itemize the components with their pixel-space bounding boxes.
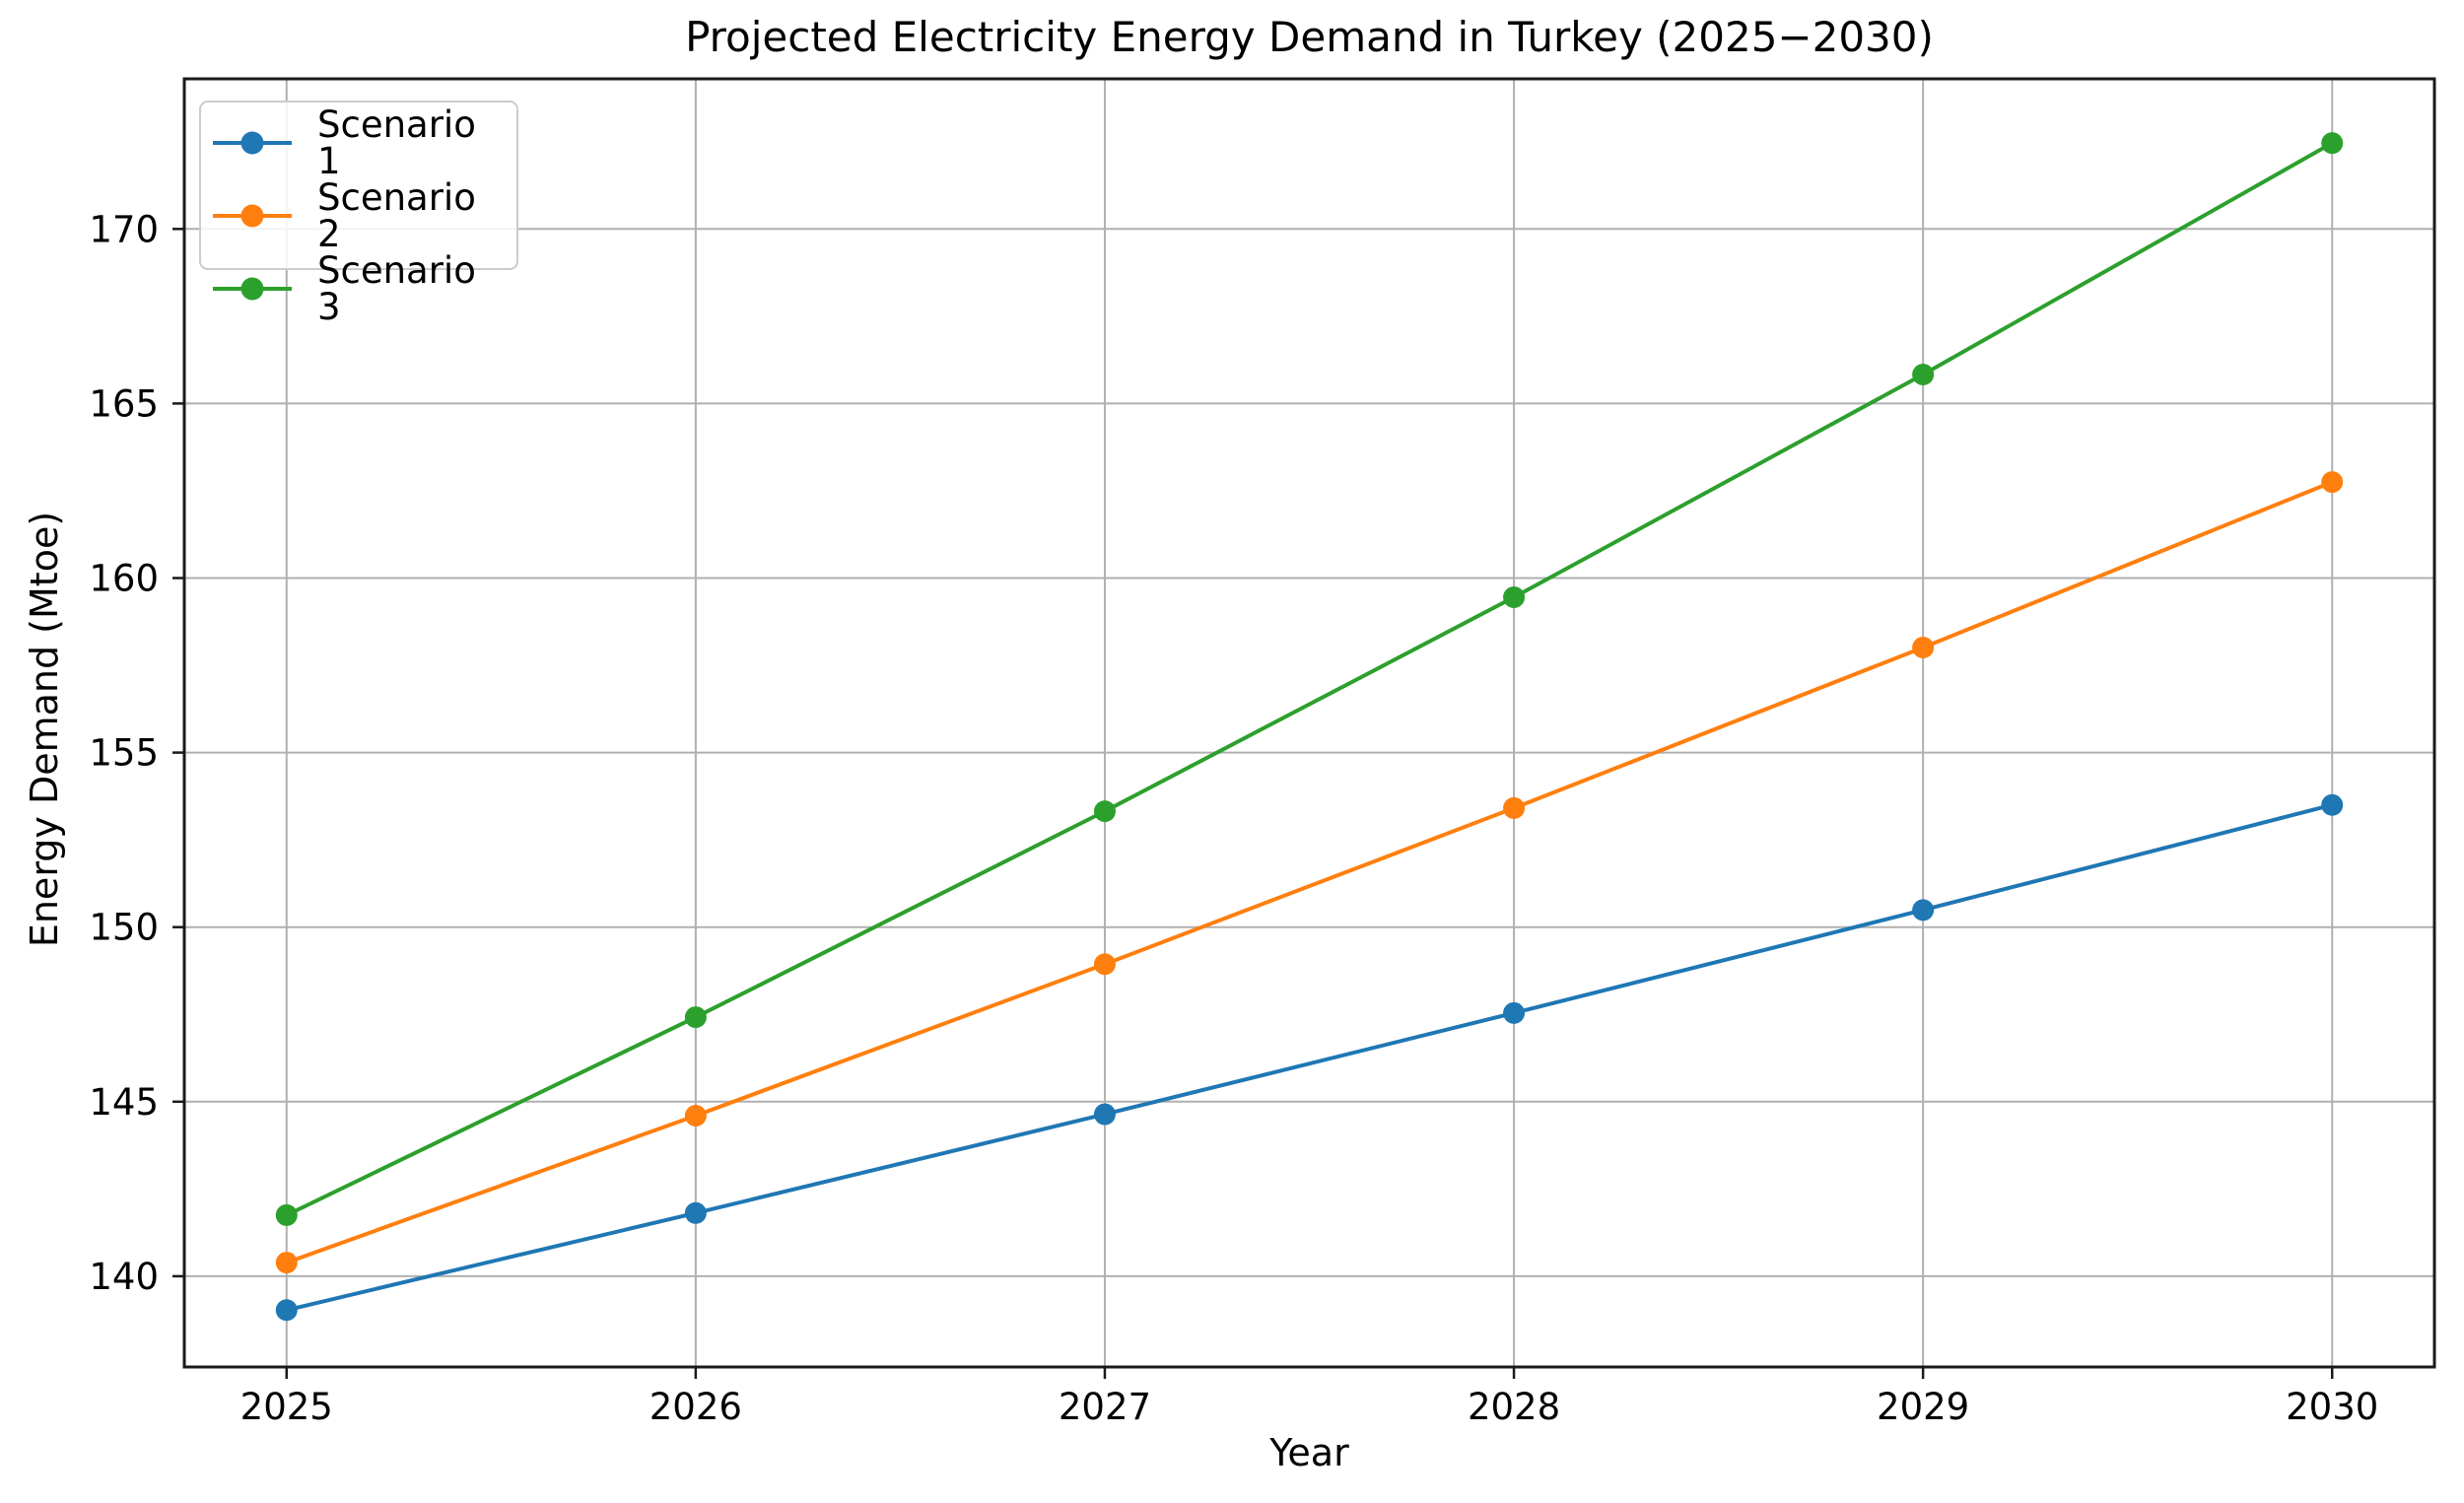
x-tick-label: 2028 — [1468, 1386, 1560, 1428]
x-tick-label: 2026 — [650, 1386, 742, 1428]
x-tick-label: 2025 — [240, 1386, 333, 1428]
legend-item-label: Scenario 1 — [317, 103, 476, 182]
data-point-marker — [1912, 364, 1935, 386]
series-line — [284, 480, 2335, 1265]
data-point-marker — [1093, 800, 1116, 823]
x-tick-label: 2029 — [1877, 1386, 1969, 1428]
data-point-marker — [2321, 471, 2344, 494]
y-tick-label: 140 — [89, 1256, 159, 1298]
legend-item: Scenario 1 — [213, 106, 505, 179]
chart-title: Projected Electricity Energy Demand in T… — [685, 13, 1934, 61]
legend-item: Scenario 2 — [213, 179, 505, 252]
data-point-marker — [2321, 132, 2344, 155]
data-point-marker — [1093, 953, 1116, 976]
legend-item-label: Scenario 2 — [317, 176, 476, 255]
data-point-marker — [684, 1104, 707, 1127]
y-axis-label: Energy Demand (Mtoe) — [23, 511, 66, 948]
plot-border — [182, 77, 2436, 1369]
data-point-marker — [1093, 1103, 1116, 1126]
data-point-marker — [684, 1201, 707, 1224]
data-point-marker — [275, 1203, 298, 1226]
y-tick-label: 145 — [89, 1081, 159, 1124]
legend-item: Scenario 3 — [213, 252, 505, 325]
legend-dot-icon — [240, 204, 264, 228]
series-line — [284, 141, 2335, 1217]
data-point-marker — [275, 1299, 298, 1322]
data-point-marker — [275, 1252, 298, 1274]
data-point-marker — [684, 1006, 707, 1029]
data-point-marker — [1503, 585, 1526, 608]
legend-marker-icon — [213, 129, 292, 157]
y-tick-label: 170 — [89, 208, 159, 250]
data-point-marker — [1912, 636, 1935, 658]
y-tick-label: 165 — [89, 382, 159, 425]
legend-marker-icon — [213, 275, 292, 303]
y-tick-label: 160 — [89, 558, 159, 600]
legend-dot-icon — [240, 277, 264, 301]
x-tick-label: 2027 — [1059, 1386, 1151, 1428]
legend-item-label: Scenario 3 — [317, 249, 476, 328]
data-point-marker — [1503, 796, 1526, 819]
legend-marker-icon — [213, 202, 292, 230]
data-point-marker — [2321, 793, 2344, 816]
data-point-marker — [1912, 899, 1935, 922]
data-point-marker — [1503, 1001, 1526, 1024]
legend: Scenario 1 Scenario 2 Scenario 3 — [199, 101, 518, 325]
x-tick-label: 2030 — [2286, 1386, 2378, 1428]
legend-dot-icon — [240, 131, 264, 155]
x-axis-label: Year — [1269, 1431, 1349, 1474]
y-tick-label: 155 — [89, 732, 159, 775]
y-tick-label: 150 — [89, 907, 159, 949]
series-line — [284, 802, 2335, 1313]
